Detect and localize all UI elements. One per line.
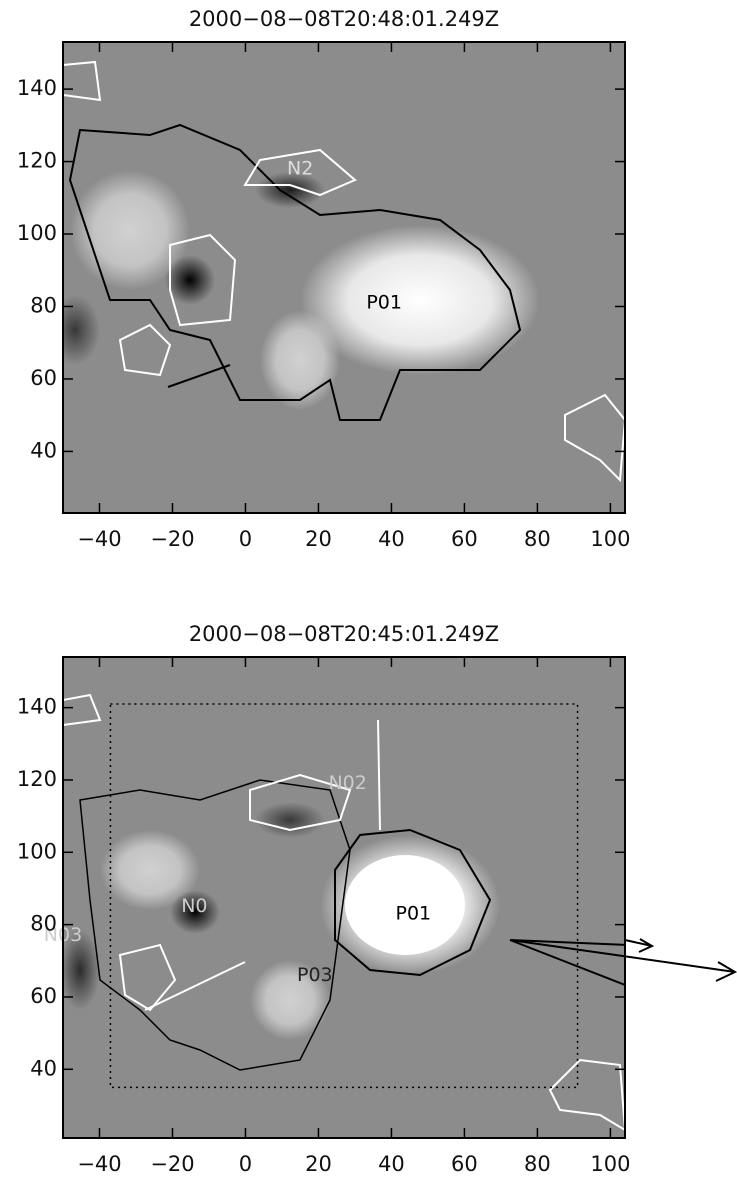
plot-frame [62,41,626,514]
annotation: N0 [181,895,207,917]
x-tick-label: 20 [305,527,332,551]
x-tick-label: 40 [378,1152,405,1176]
annotation: N02 [328,772,366,794]
chart-title: 2000−08−08T20:45:01.249Z [189,622,499,646]
x-tick-label: 100 [590,1152,630,1176]
arrow [509,939,736,973]
x-tick-label: 40 [378,527,405,551]
arrow-head [715,961,737,982]
y-tick-label: 140 [17,76,57,100]
y-tick-label: 100 [17,839,57,863]
x-tick-label: 60 [451,527,478,551]
x-tick-label: −20 [150,527,194,551]
annotation: P01 [366,291,402,313]
x-tick-label: 100 [590,527,630,551]
y-tick-label: 80 [30,912,57,936]
y-tick-label: 80 [30,293,57,317]
y-tick-label: 120 [17,149,57,173]
x-tick-label: 0 [239,1152,252,1176]
arrow [624,938,655,953]
x-tick-label: 80 [524,527,551,551]
x-tick-label: −20 [150,1152,194,1176]
x-tick-label: 80 [524,1152,551,1176]
y-tick-label: 40 [30,1056,57,1080]
magnetogram [63,657,625,1138]
x-tick-label: −40 [77,1152,121,1176]
x-tick-label: 0 [239,527,252,551]
y-tick-label: 60 [30,984,57,1008]
chart-title: 2000−08−08T20:48:01.249Z [189,7,499,31]
y-tick-label: 120 [17,767,57,791]
y-tick-label: 60 [30,366,57,390]
y-tick-label: 100 [17,221,57,245]
annotation: N2 [287,157,313,179]
x-tick-label: 20 [305,1152,332,1176]
plot-frame [62,656,626,1139]
annotation: P01 [396,902,432,924]
y-tick-label: 40 [30,438,57,462]
x-tick-label: 60 [451,1152,478,1176]
x-tick-label: −40 [77,527,121,551]
magnetogram [63,42,625,513]
annotation: P03 [297,964,333,986]
y-tick-label: 140 [17,695,57,719]
